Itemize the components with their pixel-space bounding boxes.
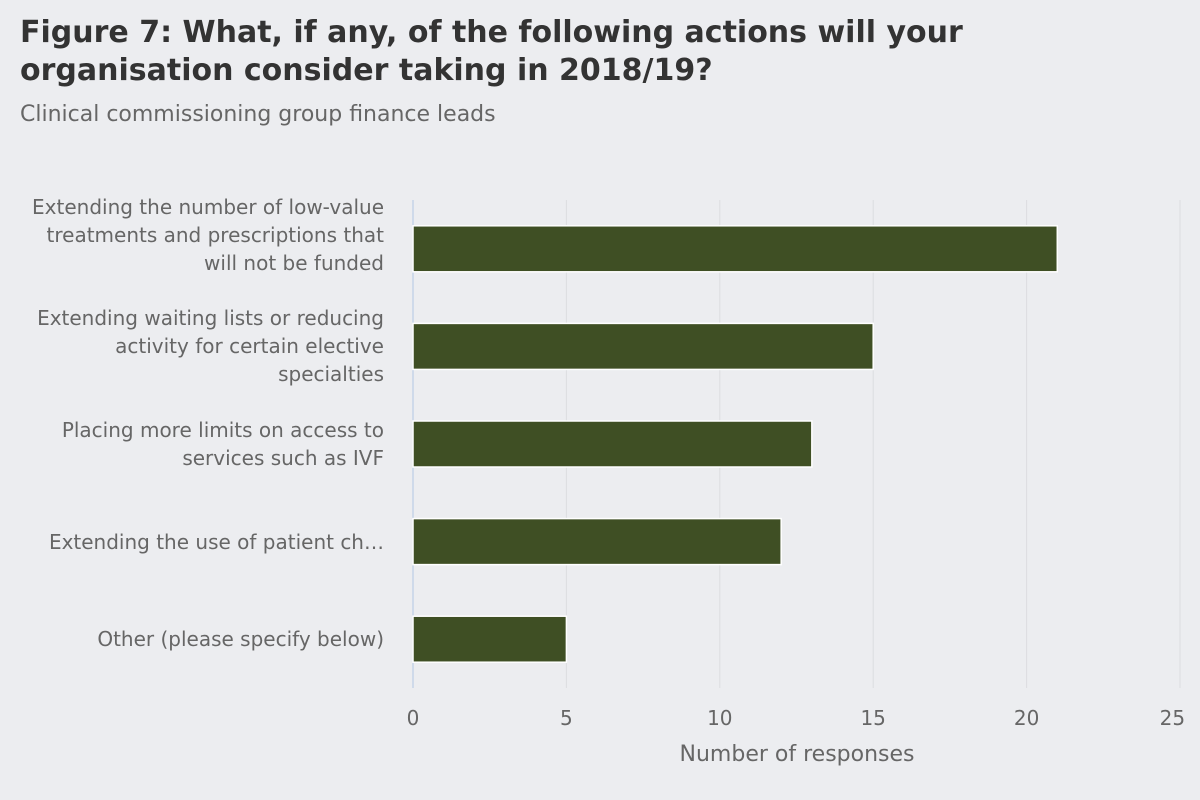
chart-title: Figure 7: What, if any, of the following… <box>20 15 963 88</box>
x-tick-0: 0 <box>406 706 420 730</box>
x-tick-5: 5 <box>560 706 573 730</box>
bar-1[interactable] <box>412 322 874 371</box>
category-label-4: Other (please specify below) <box>97 627 384 652</box>
x-tick-20: 20 <box>1013 706 1040 730</box>
x-axis-title: Number of responses <box>679 742 915 767</box>
bar-0[interactable] <box>412 225 1059 273</box>
category-label-0: Extending the number of low-value treatm… <box>32 194 384 275</box>
x-tick-15: 15 <box>860 706 886 730</box>
category-label-1: Extending waiting lists or reducing acti… <box>37 306 384 387</box>
bar-4[interactable] <box>412 615 568 663</box>
bar-2[interactable] <box>412 420 813 468</box>
category-label-3: Extending the use of patient ch… <box>48 529 384 554</box>
bar-3[interactable] <box>412 517 782 566</box>
x-tick-25: 25 <box>1159 706 1186 730</box>
category-label-2: Placing more limits on access to service… <box>61 418 384 470</box>
x-tick-10: 10 <box>707 706 733 730</box>
chart-subtitle: Clinical commissioning group finance lea… <box>20 102 496 127</box>
